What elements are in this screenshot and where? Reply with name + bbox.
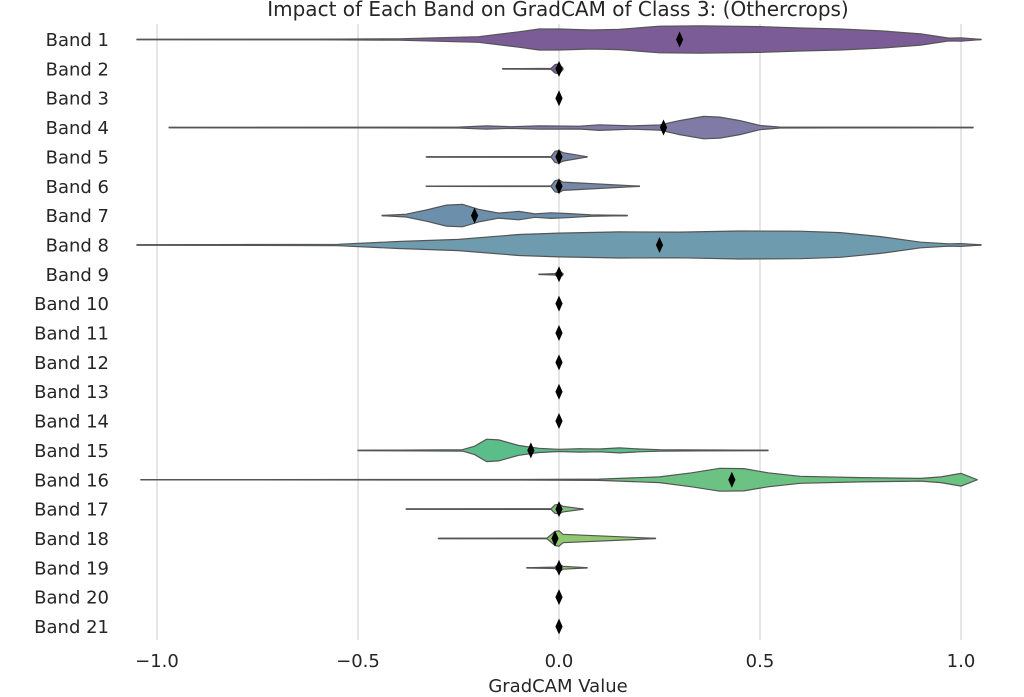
x-tick-label: −1.0 <box>135 651 179 672</box>
violin-band-21 <box>555 618 563 635</box>
mean-marker <box>555 295 563 312</box>
violin-body <box>140 467 978 492</box>
x-tick-label: −0.5 <box>336 651 380 672</box>
violin-band-9 <box>538 266 564 283</box>
violin-band-14 <box>555 413 563 430</box>
violin-body <box>502 63 564 75</box>
x-tick-label: 1.0 <box>947 651 976 672</box>
violin-body <box>357 438 769 463</box>
x-tick-label: 0.0 <box>545 651 574 672</box>
violin-band-8 <box>136 230 982 260</box>
y-tick-label: Band 12 <box>34 353 109 374</box>
mean-marker <box>555 148 563 165</box>
y-tick-label: Band 2 <box>46 59 109 80</box>
y-tick-label: Band 5 <box>46 147 109 168</box>
mean-marker <box>655 236 664 253</box>
y-tick-label: Band 13 <box>34 382 109 403</box>
violin-band-1 <box>136 25 982 54</box>
violin-plot-area <box>136 25 982 635</box>
mean-marker <box>555 589 563 606</box>
violin-band-2 <box>502 60 564 77</box>
violin-band-12 <box>555 354 563 371</box>
violin-band-3 <box>555 90 563 107</box>
violin-body <box>136 230 982 260</box>
y-tick-label: Band 19 <box>34 558 109 579</box>
y-tick-label: Band 8 <box>46 235 109 256</box>
mean-marker <box>555 501 563 518</box>
violin-band-19 <box>526 559 588 576</box>
mean-marker <box>555 413 563 430</box>
violin-band-16 <box>140 467 978 492</box>
mean-marker <box>728 471 736 488</box>
x-tick-labels: −1.0 −0.5 0.0 0.5 1.0 <box>135 651 975 672</box>
mean-marker <box>555 618 563 635</box>
mean-marker <box>676 31 684 48</box>
y-tick-label: Band 15 <box>34 441 109 462</box>
mean-marker <box>555 354 563 371</box>
mean-marker <box>470 207 479 224</box>
y-tick-label: Band 6 <box>46 177 109 198</box>
mean-marker <box>555 90 563 107</box>
violin-band-13 <box>555 383 563 400</box>
mean-marker <box>555 559 563 576</box>
mean-marker <box>555 383 563 400</box>
violin-band-6 <box>425 178 640 195</box>
mean-marker <box>555 266 563 283</box>
violin-body <box>405 503 584 515</box>
violin-band-5 <box>425 148 588 165</box>
violin-band-17 <box>405 501 584 518</box>
y-tick-label: Band 20 <box>34 588 109 609</box>
y-tick-label: Band 10 <box>34 294 109 315</box>
y-tick-label: Band 17 <box>34 500 109 521</box>
y-tick-labels: Band 1 Band 2 Band 3 Band 4 Band 5 Band 6 Band… <box>34 30 109 638</box>
y-tick-label: Band 18 <box>34 529 109 550</box>
x-axis-label: GradCAM Value <box>488 676 627 697</box>
violin-body <box>437 530 657 547</box>
mean-marker <box>555 60 563 77</box>
mean-marker <box>555 178 563 195</box>
violin-band-4 <box>168 115 974 140</box>
chart-title: Impact of Each Band on GradCAM of Class … <box>267 0 849 21</box>
violin-body <box>136 25 982 54</box>
violin-body <box>425 179 640 194</box>
y-tick-label: Band 21 <box>34 617 109 638</box>
y-tick-label: Band 4 <box>46 118 109 139</box>
y-tick-label: Band 1 <box>46 30 109 51</box>
violin-band-7 <box>381 203 628 228</box>
violin-body <box>168 115 974 140</box>
y-tick-label: Band 16 <box>34 470 109 491</box>
violin-band-20 <box>555 589 563 606</box>
violin-band-11 <box>555 325 563 341</box>
mean-marker <box>555 325 563 341</box>
y-tick-label: Band 11 <box>34 324 109 345</box>
y-tick-label: Band 3 <box>46 89 109 110</box>
violin-band-10 <box>555 295 563 312</box>
y-tick-label: Band 9 <box>46 265 109 286</box>
mean-marker <box>659 119 668 136</box>
violin-band-18 <box>437 530 657 547</box>
y-tick-label: Band 7 <box>46 206 109 227</box>
mean-marker <box>527 442 535 459</box>
violin-body <box>425 149 588 164</box>
violin-body <box>381 203 628 228</box>
y-tick-label: Band 14 <box>34 412 109 433</box>
violin-band-15 <box>357 438 769 463</box>
mean-marker <box>551 530 559 547</box>
x-tick-label: 0.5 <box>746 651 775 672</box>
